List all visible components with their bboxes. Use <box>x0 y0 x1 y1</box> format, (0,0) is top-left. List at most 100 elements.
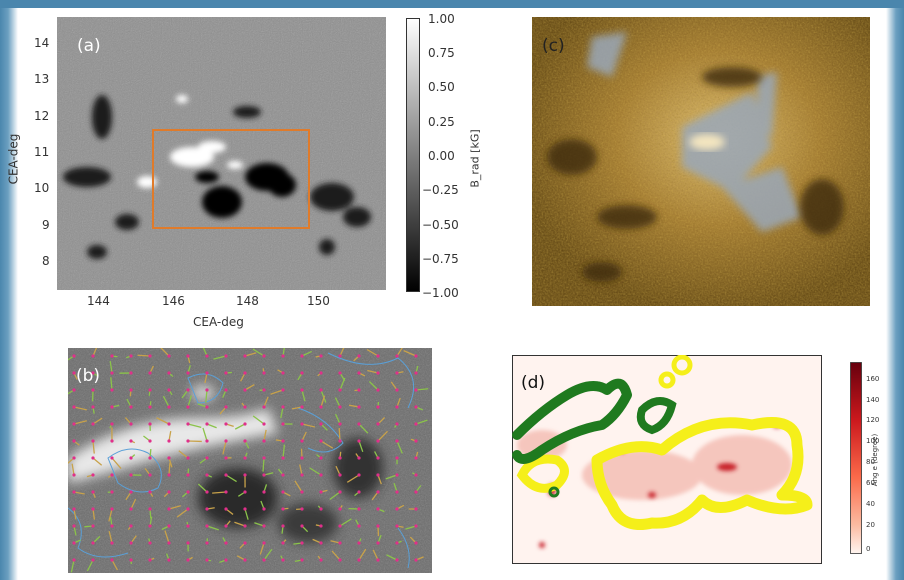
vector-origin <box>129 371 133 375</box>
vector-origin <box>224 490 228 494</box>
vector-origin <box>357 558 361 562</box>
vector-arrow <box>299 464 303 476</box>
vector-origin <box>205 507 209 511</box>
vector-arrow <box>367 369 379 374</box>
vector-origin <box>72 388 76 392</box>
vector-origin <box>129 558 133 562</box>
vector-origin <box>262 405 266 409</box>
vector-arrow <box>187 423 202 429</box>
vector-origin <box>205 439 209 443</box>
vector-origin <box>319 354 323 358</box>
vector-origin <box>110 524 114 528</box>
vector-origin <box>243 490 247 494</box>
vector-origin <box>414 354 418 358</box>
vector-origin <box>262 507 266 511</box>
vector-origin <box>281 473 285 477</box>
vector-origin <box>224 354 228 358</box>
slide-top-band <box>0 0 904 8</box>
vector-origin <box>357 524 361 528</box>
vector-origin <box>205 473 209 477</box>
vector-arrow <box>160 348 170 357</box>
vector-origin <box>376 388 380 392</box>
vector-arrow <box>270 389 284 395</box>
x-tick: 144 <box>87 294 110 308</box>
vector-origin <box>243 354 247 358</box>
panel-a-xlabel: CEA-deg <box>193 315 244 329</box>
vector-field <box>68 348 429 573</box>
vector-arrow <box>73 420 87 425</box>
vector-origin <box>224 371 228 375</box>
panel-a-label: (a) <box>77 36 101 56</box>
vector-origin <box>167 473 171 477</box>
vector-arrow <box>213 355 227 360</box>
vector-origin <box>91 524 95 528</box>
vector-arrow <box>386 554 398 561</box>
vector-arrow <box>358 548 367 561</box>
vector-arrow <box>234 521 246 527</box>
vector-origin <box>319 422 323 426</box>
vector-origin <box>376 541 380 545</box>
vector-origin <box>205 456 209 460</box>
vector-origin <box>395 439 399 443</box>
vector-origin <box>167 371 171 375</box>
vector-arrow <box>396 348 403 357</box>
vector-arrow <box>366 349 379 357</box>
vector-arrow <box>262 457 265 472</box>
vector-origin <box>300 558 304 562</box>
vector-arrow <box>346 474 360 483</box>
vector-origin <box>110 354 114 358</box>
vector-origin <box>91 422 95 426</box>
vector-origin <box>129 541 133 545</box>
vector-arrow <box>222 440 227 455</box>
vector-origin <box>186 439 190 443</box>
x-tick: 150 <box>307 294 330 308</box>
vector-origin <box>205 405 209 409</box>
vector-arrow <box>301 389 306 402</box>
colorbar-d-tick: 20 <box>866 521 875 529</box>
y-tick: 9 <box>42 218 50 232</box>
vector-arrow <box>301 350 313 357</box>
vector-origin <box>243 388 247 392</box>
vector-origin <box>186 541 190 545</box>
vector-arrow <box>212 491 227 494</box>
vector-origin <box>357 456 361 460</box>
vector-origin <box>91 507 95 511</box>
vector-arrow <box>348 404 360 408</box>
vector-arrow <box>377 474 382 485</box>
vector-origin <box>72 439 76 443</box>
panel-b-label: (b) <box>76 366 101 386</box>
panel-c-image <box>532 17 870 306</box>
vector-origin <box>414 439 418 443</box>
vector-arrow <box>130 498 137 510</box>
vector-arrow <box>234 423 246 430</box>
colorbar-d-tick: 0 <box>866 545 871 553</box>
colorbar-d-tick: 100 <box>866 437 880 445</box>
y-tick: 10 <box>34 181 50 195</box>
vector-arrow <box>109 361 113 374</box>
vector-origin <box>243 422 247 426</box>
vector-arrow <box>68 355 75 361</box>
vector-origin <box>243 371 247 375</box>
vector-origin <box>91 558 95 562</box>
vector-origin <box>376 507 380 511</box>
panel-d-label: (d) <box>521 373 546 393</box>
vector-origin <box>281 354 285 358</box>
vector-origin <box>338 388 342 392</box>
vector-origin <box>110 507 114 511</box>
vector-origin <box>357 422 361 426</box>
vector-arrow <box>254 522 265 527</box>
vector-origin <box>376 490 380 494</box>
vector-origin <box>376 473 380 477</box>
vector-origin <box>91 439 95 443</box>
vector-origin <box>224 405 228 409</box>
vector-origin <box>414 490 418 494</box>
vector-origin <box>167 507 171 511</box>
vector-origin <box>262 371 266 375</box>
vector-origin <box>91 473 95 477</box>
vector-origin <box>110 405 114 409</box>
vector-arrow <box>202 427 208 442</box>
vector-origin <box>338 524 342 528</box>
vector-origin <box>205 388 209 392</box>
vector-origin <box>148 388 152 392</box>
vector-origin <box>148 473 152 477</box>
